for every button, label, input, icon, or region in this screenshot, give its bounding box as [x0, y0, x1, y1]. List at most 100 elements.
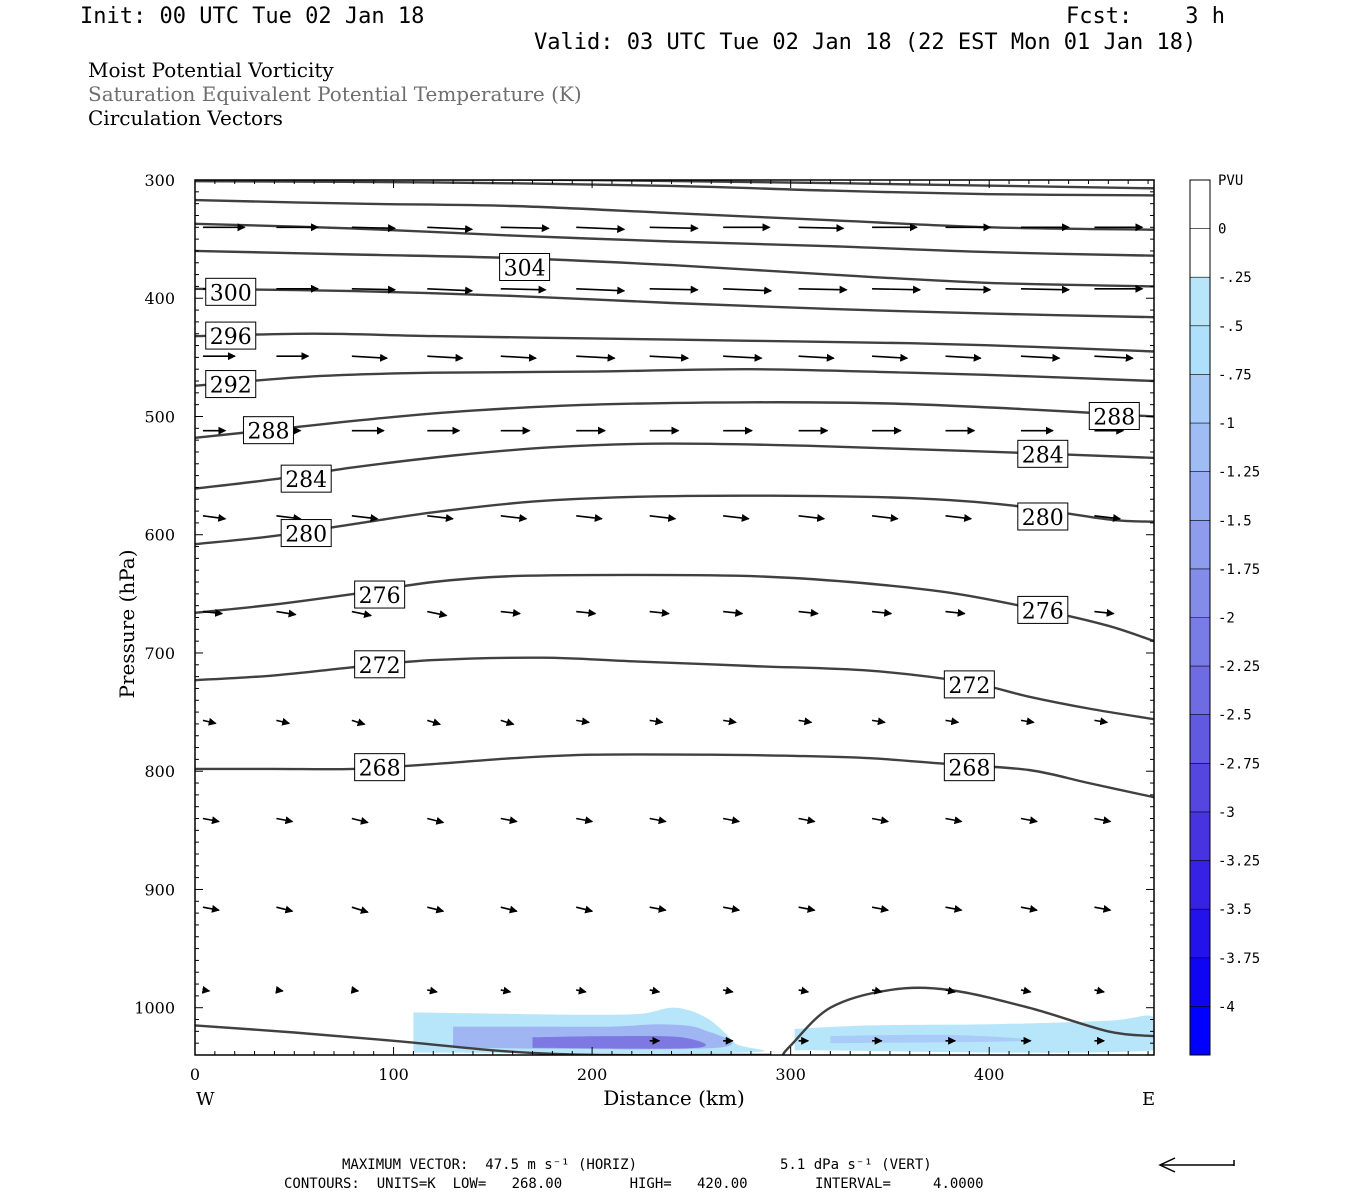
contour-label: 268	[948, 757, 990, 782]
contour-label-box	[943, 753, 995, 782]
y-tick-label: 400	[144, 289, 175, 308]
circulation-vector	[649, 904, 667, 913]
circulation-vector	[798, 816, 816, 825]
circulation-vector	[576, 608, 597, 617]
x-axis-title: Distance (km)	[603, 1086, 745, 1110]
circulation-vector	[276, 609, 297, 618]
x-tick-label: 400	[974, 1065, 1005, 1084]
circulation-vector	[723, 717, 737, 726]
contour-line	[195, 753, 1154, 799]
circulation-vector	[351, 224, 397, 233]
circulation-vector	[576, 905, 594, 914]
contour-label: 296	[210, 325, 252, 350]
circulation-vector	[427, 610, 448, 619]
circulation-vector	[1094, 514, 1122, 522]
field-title-theta-es: Saturation Equivalent Potential Temperat…	[88, 82, 582, 106]
circulation-vector	[871, 717, 886, 726]
max-vector-arrow	[1158, 1157, 1235, 1173]
circulation-vector	[1094, 904, 1112, 913]
circulation-vector	[649, 353, 690, 362]
circulation-vector	[945, 717, 960, 726]
circulation-vector	[351, 718, 366, 727]
circulation-vector	[350, 985, 360, 994]
circulation-vector	[722, 816, 741, 825]
y-tick-label: 300	[144, 171, 175, 190]
circulation-vector	[276, 816, 294, 825]
circulation-vector	[798, 986, 810, 995]
colorbar-swatch	[1190, 374, 1210, 424]
contour-label-box	[205, 370, 257, 399]
circulation-vector	[1094, 717, 1109, 726]
circulation-vector	[576, 717, 591, 726]
circulation-vector	[723, 608, 744, 617]
circulation-vector	[576, 225, 626, 234]
colorbar-swatch	[1190, 666, 1210, 716]
colorbar-swatch	[1190, 568, 1210, 618]
circulation-vector	[1020, 904, 1038, 913]
x-tick-label: 100	[378, 1065, 409, 1084]
circulation-vector	[945, 608, 966, 617]
contour-label-box	[280, 519, 332, 548]
contour-label: 272	[948, 674, 990, 699]
max-vector-text: MAXIMUM VECTOR: 47.5 m s⁻¹ (HORIZ)	[342, 1157, 638, 1173]
contour-label: 280	[285, 523, 327, 548]
y-tick-label: 500	[144, 407, 175, 426]
colorbar-swatch	[1190, 520, 1210, 570]
circulation-vector	[500, 285, 547, 294]
colorbar-label: -.25	[1218, 270, 1252, 286]
colorbar-label: -3.25	[1218, 854, 1260, 870]
contour-line	[195, 198, 1154, 231]
pv-shading	[413, 1007, 1154, 1054]
contour-label-box	[354, 753, 406, 782]
circulation-vector	[351, 514, 379, 522]
circulation-vector	[427, 986, 438, 995]
contour-label: 304	[504, 257, 546, 282]
circulation-vector	[649, 986, 661, 995]
circulation-vector	[500, 353, 537, 362]
colorbar-label: -3.75	[1218, 951, 1260, 967]
colorbar-label: -2.75	[1218, 756, 1260, 772]
y-tick-label: 700	[144, 644, 175, 663]
contour-label: 300	[210, 281, 252, 306]
circulation-vector	[722, 904, 741, 913]
colorbar-label: -2	[1218, 611, 1235, 627]
circulation-vector	[202, 904, 220, 913]
circulation-vector	[427, 816, 445, 825]
contour-label: 276	[359, 584, 401, 609]
circulation-vector	[202, 513, 227, 522]
colorbar-swatch	[1190, 277, 1210, 327]
circulation-vector	[871, 986, 883, 995]
contour-label: 280	[1022, 506, 1064, 531]
contour-info-text: CONTOURS: UNITS=K LOW= 268.00 HIGH= 420.…	[284, 1176, 984, 1192]
contour-label: 276	[1022, 599, 1064, 624]
colorbar-label: 0	[1218, 222, 1226, 238]
circulation-vector	[871, 514, 899, 522]
circulation-vector	[722, 986, 734, 995]
circulation-vector	[798, 224, 845, 233]
contour-labels: 268 268 272 272 276 276 280 280 284 284 288 288 292 2…	[205, 253, 1140, 782]
circulation-vector	[798, 285, 848, 294]
contour-label: 288	[1093, 405, 1135, 430]
contour-label-box	[205, 277, 257, 306]
max-vector-vert-text: 5.1 dPa s⁻¹ (VERT)	[780, 1157, 932, 1173]
colorbar-label: -.75	[1218, 367, 1252, 383]
contour-label-box	[242, 416, 294, 445]
contour-label: 284	[285, 468, 327, 493]
colorbar-label: -1.75	[1218, 562, 1260, 578]
circulation-vector	[202, 816, 220, 825]
colorbar-swatch	[1190, 860, 1210, 910]
circulation-vector	[427, 286, 474, 295]
contour-line	[195, 287, 1154, 319]
colorbar-label: -3	[1218, 805, 1235, 821]
circulation-vector	[576, 816, 594, 825]
contour-label: 288	[247, 420, 289, 445]
contour-label-box	[943, 670, 995, 699]
circulation-vector	[945, 514, 973, 522]
colorbar-swatch	[1190, 228, 1210, 278]
circulation-vector	[276, 513, 302, 522]
circulation-vector	[1094, 986, 1106, 995]
circulation-vector	[723, 514, 750, 522]
circulation-vector	[649, 224, 699, 233]
colorbar-swatch	[1190, 714, 1210, 764]
